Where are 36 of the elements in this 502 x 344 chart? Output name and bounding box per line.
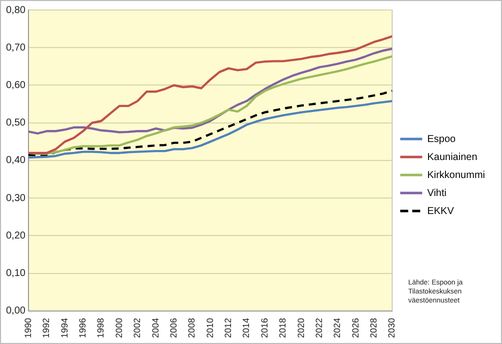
x-tick-label: 1990 — [22, 318, 33, 338]
x-tick-label: 2022 — [314, 318, 324, 338]
x-tick-label: 2018 — [278, 318, 288, 338]
x-tick-label: 2028 — [368, 318, 379, 338]
y-tick-label: 0,30 — [6, 192, 26, 204]
x-tick-label: 2014 — [241, 318, 252, 338]
x-tick-label: 1998 — [96, 318, 106, 338]
x-tick-label: 2024 — [332, 318, 342, 338]
x-tick-label: 2020 — [296, 318, 306, 338]
y-tick-label: 0,40 — [6, 155, 26, 166]
y-tick-label: 0,70 — [6, 42, 26, 54]
x-tick-label: 2004 — [150, 318, 160, 338]
x-tick-label: 2006 — [168, 318, 178, 338]
legend-label: Vihti — [427, 188, 446, 199]
x-tick-label: 2026 — [350, 318, 360, 338]
y-tick-label: 0,10 — [6, 268, 26, 280]
legend-label: EKKV — [427, 206, 454, 217]
line-series — [28, 90, 392, 156]
legend-label: Kirkkonummi — [427, 170, 486, 181]
x-tick-label: 2000 — [114, 318, 124, 338]
x-tick-label: 2030 — [386, 318, 397, 338]
legend-label: Espoo — [427, 134, 456, 145]
y-tick-label: 0,00 — [6, 306, 26, 317]
y-tick-label: 0,50 — [6, 118, 26, 129]
y-tick-label: 0,20 — [6, 230, 26, 242]
legend-label: Kauniainen — [427, 152, 478, 163]
x-tick-label: 2008 — [186, 318, 197, 338]
x-tick-label: 1992 — [41, 318, 52, 338]
y-tick-label: 0,60 — [6, 80, 26, 91]
x-tick-label: 2012 — [223, 318, 234, 338]
x-tick-label: 1996 — [78, 318, 88, 338]
y-tick-label: 0,80 — [6, 4, 26, 16]
x-tick-label: 2016 — [259, 318, 270, 338]
x-tick-label: 2002 — [132, 318, 142, 338]
x-tick-label: 1994 — [59, 318, 70, 338]
x-tick-label: 2010 — [204, 318, 215, 338]
